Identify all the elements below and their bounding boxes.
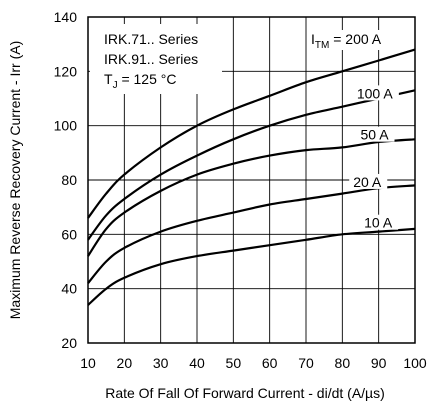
series-label: 20 A — [353, 174, 382, 190]
note-tj-main: T — [104, 71, 113, 87]
note-junction-temp: TJ = 125 °C — [104, 71, 176, 91]
note-series-1: IRK.71.. Series — [104, 31, 198, 47]
y-tick-labels: 20 40 60 80 100 120 140 — [54, 9, 78, 351]
x-tick-label: 40 — [189, 355, 205, 371]
x-tick-label: 60 — [262, 355, 278, 371]
series-line — [87, 89, 416, 241]
series-line — [87, 227, 416, 306]
x-tick-label: 30 — [153, 355, 169, 371]
series-label-bg — [352, 85, 399, 101]
x-tick-label: 70 — [298, 355, 314, 371]
x-tick-label: 80 — [335, 355, 351, 371]
series-labels: 100 A 50 A 20 A 10 A — [349, 85, 399, 231]
notes-box — [90, 24, 222, 94]
series-label: 100 A — [357, 85, 393, 101]
x-tick-label: 20 — [117, 355, 133, 371]
x-tick-label: 50 — [226, 355, 242, 371]
series-header-rest: = 200 A — [329, 31, 381, 47]
series-label-bg — [360, 214, 399, 230]
series-label-bg — [356, 126, 395, 142]
series-header-sub: TM — [315, 40, 329, 51]
series-label: 10 A — [364, 215, 393, 231]
series-label: 50 A — [361, 127, 390, 143]
note-tj-rest: = 125 °C — [118, 71, 177, 87]
y-tick-label: 140 — [54, 9, 78, 25]
series-header: ITM = 200 A — [311, 31, 382, 51]
plot-frame — [87, 16, 416, 344]
x-tick-label: 90 — [371, 355, 387, 371]
series-group — [87, 48, 416, 306]
y-axis-label: Maximum Reverse Recovery Current - Irr (… — [7, 41, 23, 320]
y-tick-label: 60 — [61, 226, 77, 242]
y-tick-label: 40 — [61, 281, 77, 297]
series-header-bg — [308, 30, 406, 50]
y-tick-label: 100 — [54, 118, 78, 134]
y-tick-label: 20 — [61, 335, 77, 351]
x-tick-label: 100 — [403, 355, 427, 371]
x-axis-label: Rate Of Fall Of Forward Current - di/dt … — [105, 385, 385, 401]
x-tick-label: 10 — [80, 355, 96, 371]
series-label-bg — [349, 173, 388, 189]
y-tick-label: 120 — [54, 63, 78, 79]
y-tick-label: 80 — [61, 172, 77, 188]
series-header-main: I — [311, 31, 315, 47]
x-tick-labels: 10 20 30 40 50 60 70 80 90 100 — [80, 355, 427, 371]
note-series-2: IRK.91.. Series — [104, 51, 198, 67]
note-tj-sub: J — [113, 80, 118, 91]
series-line — [87, 48, 416, 219]
series-line — [87, 184, 416, 284]
series-line — [87, 138, 416, 257]
